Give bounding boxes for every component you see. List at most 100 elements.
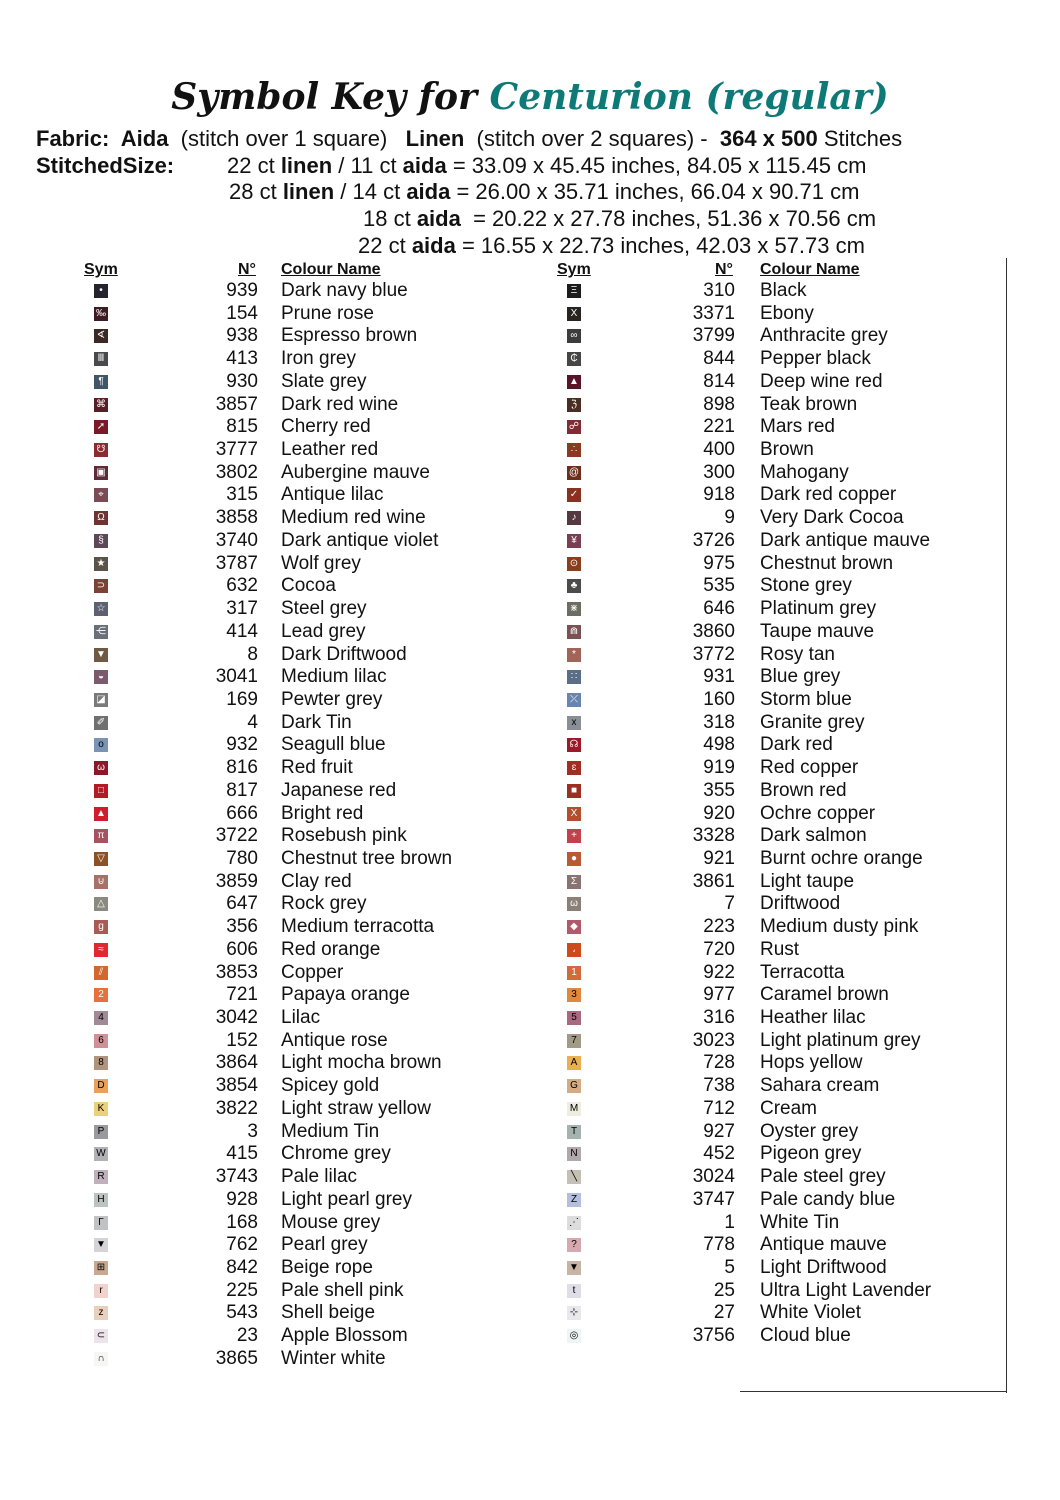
colour-number: 543 [226, 1302, 258, 1324]
symbol-swatch-icon: ⋲ [94, 624, 108, 639]
colour-name: Ebony [760, 302, 814, 324]
colour-number: 498 [703, 734, 735, 756]
fabric-line: Fabric: Aida (stitch over 1 square) Line… [36, 126, 902, 152]
symbol-swatch-icon: z [94, 1306, 108, 1321]
text-segment: = 20.22 x 27.78 inches, 51.36 x 70.56 cm [460, 206, 877, 231]
colour-number: 844 [703, 348, 735, 370]
colour-name: Seagull blue [281, 734, 386, 756]
colour-number: 975 [703, 552, 735, 574]
colour-number: 3857 [215, 393, 258, 415]
colour-number: 223 [703, 916, 735, 938]
colour-number: 778 [703, 1234, 735, 1256]
symbol-swatch-icon: 8 [94, 1056, 108, 1071]
colour-number: 3328 [692, 825, 735, 847]
symbol-swatch-icon: 6 [94, 1033, 108, 1048]
symbol-swatch-icon: ✐ [94, 715, 108, 730]
colour-name: Granite grey [760, 711, 865, 733]
symbol-swatch-icon: 2 [94, 988, 108, 1003]
text-segment: Fabric: Aida [36, 126, 169, 151]
colour-name: Light pearl grey [281, 1188, 412, 1210]
colour-number: 3859 [215, 870, 258, 892]
colour-name: Shell beige [281, 1302, 376, 1324]
colour-name: Pepper black [760, 348, 871, 370]
colour-name: Cloud blue [760, 1325, 851, 1347]
colour-name: Caramel brown [760, 984, 889, 1006]
colour-name: Dark red copper [760, 484, 897, 506]
symbol-swatch-icon: ▽ [94, 852, 108, 866]
symbol-swatch-icon: ★ [94, 556, 108, 571]
colour-number: 535 [703, 575, 735, 597]
symbol-swatch-icon: ▼ [94, 647, 108, 662]
colour-name: Platinum grey [760, 598, 877, 620]
symbol-swatch-icon: H [94, 1192, 108, 1207]
colour-name: Papaya orange [281, 984, 410, 1006]
colour-number: 817 [226, 779, 258, 801]
colour-name: Rust [760, 938, 800, 960]
colour-number: 606 [226, 938, 258, 960]
symbol-swatch-icon: * [567, 647, 581, 662]
symbol-swatch-icon: ‰ [94, 306, 108, 321]
colour-name: Light straw yellow [281, 1097, 431, 1119]
pattern-name: Centurion (regular) [489, 76, 889, 118]
colour-number: 632 [226, 575, 258, 597]
colour-number: 3802 [215, 461, 258, 483]
symbol-swatch-icon: ◆ [567, 920, 581, 935]
colour-number: 3740 [215, 529, 258, 551]
symbol-swatch-icon: ▲ [94, 806, 108, 821]
colour-number: 3865 [215, 1347, 258, 1369]
symbol-swatch-icon: ∷ [567, 670, 581, 685]
colour-number: 3371 [692, 302, 735, 324]
symbol-swatch-icon: ⊹ [567, 1306, 581, 1321]
colour-number: 317 [226, 598, 258, 620]
colour-name: Stone grey [760, 575, 852, 597]
colour-number: 647 [226, 893, 258, 915]
symbol-swatch-icon: 7 [567, 1033, 581, 1048]
colour-name: Teak brown [760, 393, 858, 415]
colour-number: 780 [226, 848, 258, 869]
text-segment: 364 x 500 [719, 126, 818, 151]
symbol-swatch-icon: x [567, 715, 581, 730]
colour-name: Light taupe [760, 870, 855, 892]
text-segment: (stitch over 2 squares) - [464, 126, 720, 151]
colour-name: Pigeon grey [760, 1143, 862, 1165]
border-line [1006, 258, 1007, 1393]
colour-name: Chestnut brown [760, 552, 894, 574]
colour-number: 721 [226, 984, 258, 1006]
symbol-swatch-icon: 4 [94, 1011, 108, 1026]
symbol-swatch-icon: + [567, 829, 581, 844]
symbol-swatch-icon: ⊂ [94, 1329, 108, 1344]
colour-name: Heather lilac [760, 1007, 866, 1029]
size-line: 22 ct linen / 11 ct aida = 33.09 x 45.45… [227, 153, 866, 179]
symbol-swatch-icon: K [94, 1101, 108, 1116]
colour-name: White Tin [760, 1211, 840, 1233]
colour-name: Driftwood [760, 893, 841, 915]
symbol-swatch-icon: • [94, 284, 108, 298]
symbol-swatch-icon: g [94, 920, 108, 935]
text-segment: linen [282, 179, 335, 204]
colour-number: 3861 [692, 870, 735, 892]
symbol-swatch-icon: ⊞ [94, 1260, 108, 1275]
colour-name: Ultra Light Lavender [760, 1279, 932, 1301]
colour-name: Cream [760, 1097, 818, 1119]
colour-number: 939 [226, 280, 258, 301]
colour-name: Winter white [281, 1347, 386, 1369]
colour-number: 3722 [215, 825, 258, 847]
colour-number: 1 [724, 1211, 735, 1233]
text-segment: aida [402, 153, 447, 178]
colour-name: Copper [281, 961, 344, 983]
colour-number: 814 [703, 370, 735, 392]
symbol-swatch-icon: @ [567, 465, 581, 480]
symbol-swatch-icon: Ω [94, 511, 108, 526]
symbol-swatch-icon: ∴ [567, 443, 581, 458]
colour-name: Brown red [760, 779, 847, 801]
colour-number: 27 [713, 1302, 735, 1324]
size-line: 22 ct aida = 16.55 x 22.73 inches, 42.03… [358, 233, 865, 259]
colour-name: Pale steel grey [760, 1166, 886, 1188]
symbol-swatch-icon: ◎ [567, 1329, 581, 1344]
text-segment: 18 ct [363, 206, 417, 231]
colour-name: Very Dark Cocoa [760, 507, 904, 529]
symbol-swatch-icon: ɛ [567, 761, 581, 776]
text-segment: aida [411, 233, 456, 258]
colour-number: 154 [226, 302, 258, 324]
